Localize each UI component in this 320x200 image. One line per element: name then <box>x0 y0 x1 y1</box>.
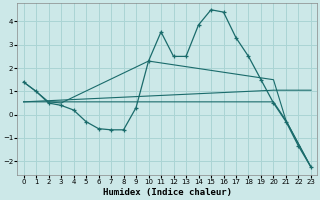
X-axis label: Humidex (Indice chaleur): Humidex (Indice chaleur) <box>103 188 232 197</box>
